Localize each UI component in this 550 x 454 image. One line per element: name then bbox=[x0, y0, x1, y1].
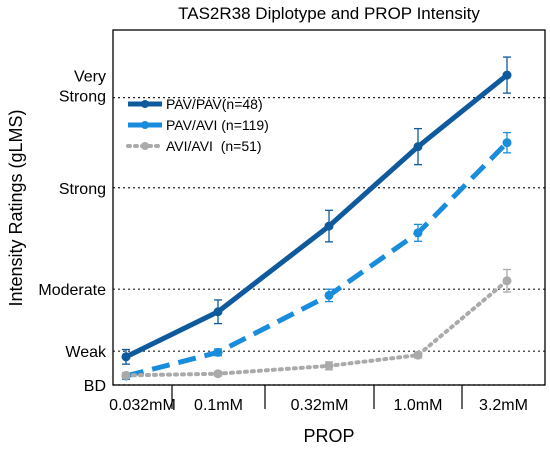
legend-marker bbox=[141, 121, 149, 129]
legend-marker bbox=[141, 100, 149, 108]
x-tick-label: 0.1mM bbox=[194, 397, 243, 414]
data-point bbox=[324, 221, 334, 231]
data-point bbox=[213, 347, 223, 357]
y-axis-labels: BD Weak Moderate Strong Very Strong bbox=[38, 69, 107, 395]
data-point bbox=[413, 350, 423, 360]
x-tick-label: 0.032mM bbox=[109, 397, 176, 414]
data-point bbox=[502, 138, 512, 148]
x-tick-label: 3.2mM bbox=[479, 397, 528, 414]
series-2 bbox=[121, 131, 512, 381]
data-point bbox=[324, 290, 334, 300]
y-label-very-strong: Very Strong bbox=[59, 69, 106, 106]
x-axis-label: PROP bbox=[303, 426, 354, 446]
y-label-weak: Weak bbox=[65, 344, 107, 361]
data-point bbox=[502, 276, 512, 286]
series-line bbox=[125, 140, 509, 379]
series-layer bbox=[121, 56, 512, 381]
y-axis-label: Intensity Ratings (gLMS) bbox=[6, 109, 26, 306]
legend-label: AVI/AVI (n=51) bbox=[166, 138, 262, 154]
data-point bbox=[121, 352, 131, 362]
legend-label: PAV/AVI (n=119) bbox=[166, 117, 269, 133]
series-3 bbox=[121, 268, 512, 380]
y-label-moderate: Moderate bbox=[38, 282, 106, 299]
data-point bbox=[502, 70, 512, 80]
legend-item-2: PAV/AVI (n=119) bbox=[128, 117, 269, 133]
legend-item-1: PAV/PAV(n=48) bbox=[128, 96, 263, 112]
y-label-bd: BD bbox=[84, 378, 106, 395]
data-point bbox=[213, 307, 223, 317]
legend-marker bbox=[141, 142, 149, 150]
x-axis: 0.032mM 0.1mM 0.32mM 1.0mM 3.2mM bbox=[109, 385, 528, 414]
data-point bbox=[213, 369, 223, 379]
data-point bbox=[413, 228, 423, 238]
x-tick-label: 1.0mM bbox=[394, 397, 443, 414]
legend-item-3: AVI/AVI (n=51) bbox=[126, 138, 262, 154]
chart-title: TAS2R38 Diplotype and PROP Intensity bbox=[178, 4, 480, 23]
data-point bbox=[413, 142, 423, 152]
y-label-strong: Strong bbox=[59, 181, 106, 198]
x-tick-label: 0.32mM bbox=[291, 397, 349, 414]
legend: PAV/PAV(n=48) PAV/AVI (n=119) AVI/AVI (n=5… bbox=[126, 96, 269, 154]
series-1 bbox=[121, 56, 512, 365]
data-point bbox=[121, 370, 131, 380]
legend-label: PAV/PAV(n=48) bbox=[166, 96, 263, 112]
plot-frame bbox=[112, 29, 546, 386]
data-point bbox=[324, 361, 334, 371]
